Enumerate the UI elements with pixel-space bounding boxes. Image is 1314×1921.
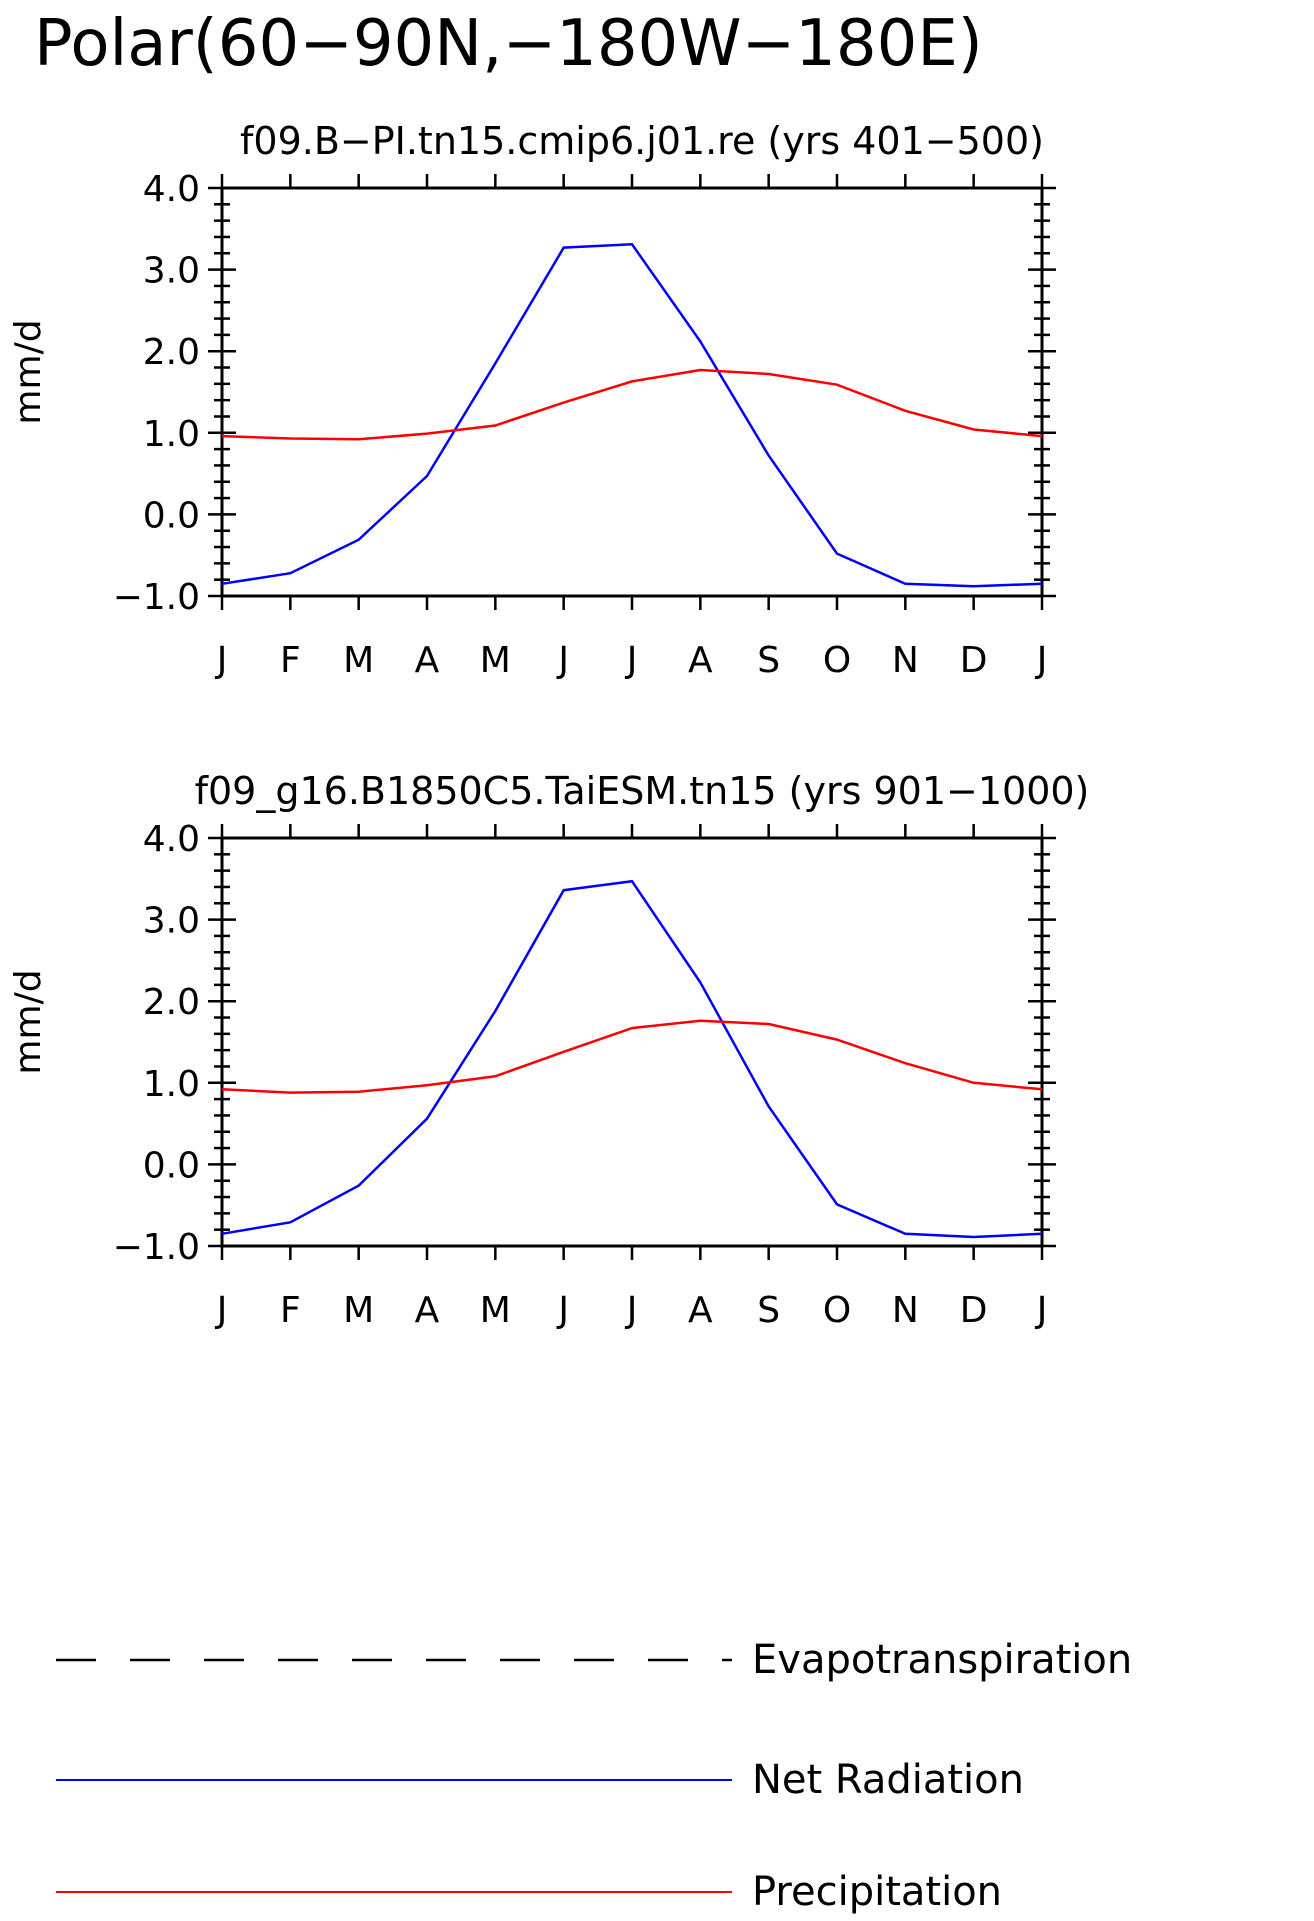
chart-panel-1: f09.B−PI.tn15.cmip6.j01.re (yrs 401−500)… [8, 119, 1056, 681]
legend-item-precipitation: Precipitation [56, 1869, 1002, 1915]
x-tick-label: F [280, 1290, 301, 1331]
figure-title: Polar(60−90N,−180W−180E) [34, 7, 983, 81]
x-tick-label: A [688, 1290, 713, 1331]
y-tick-label: 0.0 [143, 495, 200, 536]
legend-label: Net Radiation [752, 1757, 1024, 1803]
chart-panels: f09.B−PI.tn15.cmip6.j01.re (yrs 401−500)… [8, 119, 1089, 1331]
x-tick-label: A [415, 640, 440, 681]
y-axis-ticks [208, 836, 1056, 1248]
legend-label: Evapotranspiration [752, 1637, 1132, 1683]
y-tick-label: 2.0 [143, 332, 200, 373]
x-tick-label: D [960, 640, 988, 681]
x-tick-label: A [688, 640, 713, 681]
x-tick-label: M [480, 640, 511, 681]
x-tick-label: J [215, 640, 228, 681]
x-tick-label: O [823, 640, 851, 681]
x-tick-label: J [215, 1290, 228, 1331]
x-tick-label: J [556, 1290, 569, 1331]
x-tick-label: S [757, 1290, 780, 1331]
x-tick-label: M [343, 1290, 374, 1331]
x-tick-label: N [892, 640, 919, 681]
y-axis-label: mm/d [8, 969, 49, 1074]
series-line-net-radiation [221, 879, 1043, 1239]
y-tick-label: 0.0 [143, 1145, 200, 1186]
plot-frame [220, 186, 1044, 598]
x-tick-label: O [823, 1290, 851, 1331]
legend-item-net-radiation: Net Radiation [56, 1757, 1024, 1803]
x-tick-label: N [892, 1290, 919, 1331]
y-tick-label: 4.0 [143, 819, 200, 860]
chart-panel-2: f09_g16.B1850C5.TaiESM.tn15 (yrs 901−100… [8, 769, 1089, 1331]
x-tick-label: M [480, 1290, 511, 1331]
x-tick-label: J [625, 1290, 638, 1331]
x-tick-label: J [1035, 1290, 1048, 1331]
legend-item-evapotranspiration: Evapotranspiration [56, 1637, 1132, 1683]
y-tick-label: −1.0 [113, 577, 200, 618]
legend-label: Precipitation [752, 1869, 1002, 1915]
y-tick-label: 4.0 [143, 169, 200, 210]
y-tick-label: 2.0 [143, 982, 200, 1023]
y-axis-ticks [208, 186, 1056, 598]
series-line-precipitation [221, 368, 1043, 441]
x-tick-label: J [1035, 640, 1048, 681]
x-tick-label: F [280, 640, 301, 681]
y-tick-label: 1.0 [143, 1064, 200, 1105]
x-tick-label: J [625, 640, 638, 681]
x-tick-label: S [757, 640, 780, 681]
y-tick-label: 3.0 [143, 251, 200, 292]
y-axis-label: mm/d [8, 319, 49, 424]
chart-title: f09.B−PI.tn15.cmip6.j01.re (yrs 401−500) [240, 119, 1044, 163]
x-axis-ticks [220, 824, 1044, 1260]
legend: Evapotranspiration Net Radiation Precipita… [56, 1637, 1132, 1915]
x-tick-label: D [960, 1290, 988, 1331]
plot-frame [220, 836, 1044, 1248]
x-axis-ticks [220, 174, 1044, 610]
y-tick-label: 1.0 [143, 414, 200, 455]
series-line-precipitation [221, 1019, 1043, 1094]
y-tick-label: 3.0 [143, 901, 200, 942]
x-tick-label: J [556, 640, 569, 681]
y-tick-label: −1.0 [113, 1227, 200, 1268]
chart-title: f09_g16.B1850C5.TaiESM.tn15 (yrs 901−100… [195, 769, 1090, 813]
x-tick-label: M [343, 640, 374, 681]
x-tick-label: A [415, 1290, 440, 1331]
